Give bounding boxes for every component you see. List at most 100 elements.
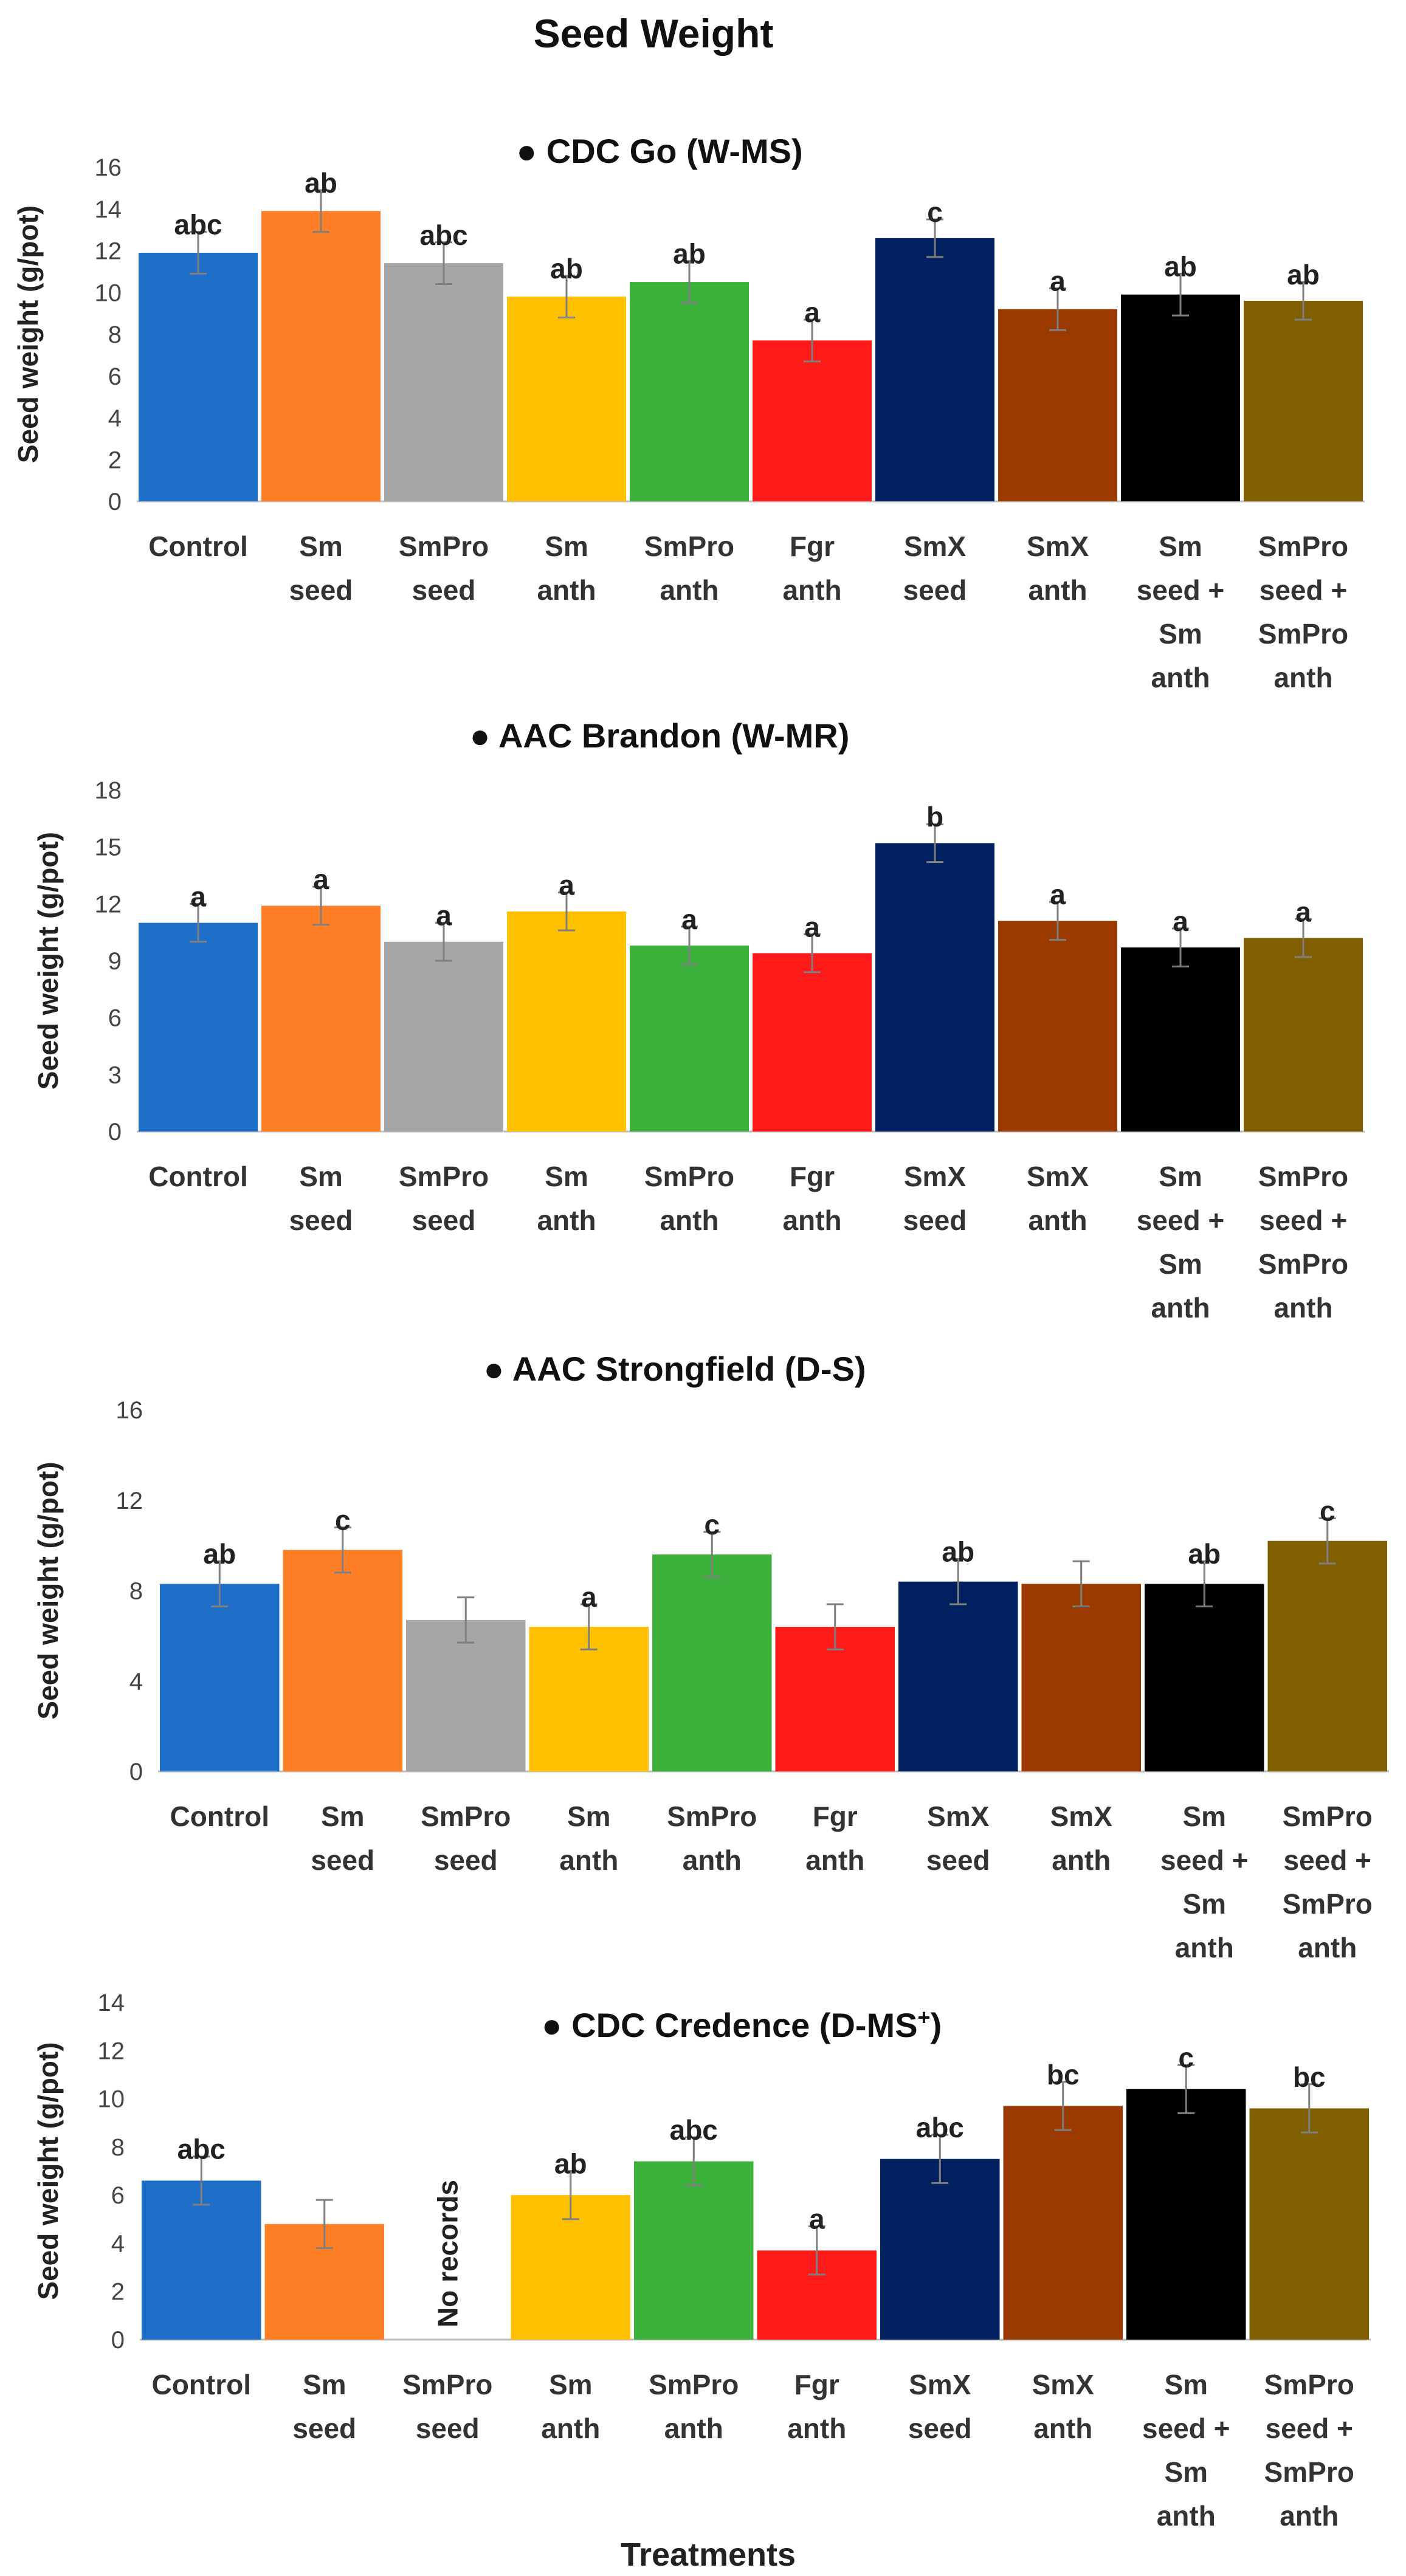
category-label: seed xyxy=(412,574,476,606)
category-label: seed + xyxy=(1260,1204,1348,1236)
category-label: Sm xyxy=(1182,1888,1226,1920)
category-label: SmPro xyxy=(1258,1161,1348,1192)
panel-title: ● CDC Credence (D-MS+) xyxy=(542,2005,942,2045)
panel-title-text: CDC Go (W-MS) xyxy=(546,132,803,170)
chart-panel-2: ● AAC Brandon (W-MR) Seed weight (g/pot) 0… xyxy=(32,716,1365,1324)
y-tick-label: 12 xyxy=(116,1488,143,1514)
bar-5 xyxy=(634,2161,754,2340)
bar-9 xyxy=(1121,294,1240,501)
category-label: seed + xyxy=(1137,1204,1225,1236)
panel-title-text: AAC Strongfield (D-S) xyxy=(512,1350,866,1388)
y-tick-label: 18 xyxy=(95,777,122,804)
significance-label: ab xyxy=(1188,1538,1221,1570)
category-label: seed xyxy=(289,574,353,606)
bar-7 xyxy=(875,843,994,1132)
significance-label: c xyxy=(927,196,943,228)
category-label: SmX xyxy=(904,531,967,562)
significance-label: c xyxy=(335,1504,351,1536)
category-label: SmPro xyxy=(1258,1248,1348,1280)
category-label: seed + xyxy=(1137,574,1225,606)
chart-panel-3: ● AAC Strongfield (D-S) Seed weight (g/po… xyxy=(32,1350,1389,1963)
y-tick-label: 14 xyxy=(98,1990,125,2016)
category-label: Sm xyxy=(545,531,588,562)
category-label: Sm xyxy=(303,2369,346,2400)
bar-9 xyxy=(1121,947,1240,1132)
bar-3 xyxy=(384,941,503,1132)
bar-7 xyxy=(875,238,994,501)
category-label: seed + xyxy=(1142,2413,1230,2444)
category-label: Sm xyxy=(1159,618,1202,650)
significance-label: bc xyxy=(1047,2059,1080,2090)
category-label: anth xyxy=(1151,662,1210,693)
bar-10 xyxy=(1267,1540,1387,1771)
category-label: seed + xyxy=(1266,2413,1354,2444)
category-label: Sm xyxy=(1159,1161,1202,1192)
category-label: SmPro xyxy=(1258,618,1348,650)
y-axis-label: Seed weight (g/pot) xyxy=(32,1461,64,1719)
category-label: anth xyxy=(782,574,841,606)
category-label: SmPro xyxy=(421,1801,511,1832)
bar-2 xyxy=(261,905,381,1132)
category-label: SmX xyxy=(1027,531,1089,562)
category-label: SmX xyxy=(909,2369,971,2400)
bar-4 xyxy=(507,297,626,501)
category-label: SmX xyxy=(927,1801,990,1832)
bar-5 xyxy=(630,946,749,1132)
bar-1 xyxy=(139,252,258,501)
y-tick-label: 6 xyxy=(108,363,122,390)
significance-label: a xyxy=(1050,879,1066,910)
category-label: SmPro xyxy=(1258,531,1348,562)
category-label: Fgr xyxy=(790,531,835,562)
category-label: Sm xyxy=(1164,2369,1208,2400)
panel-title-superscript: + xyxy=(918,2005,931,2030)
y-tick-label: 0 xyxy=(111,2327,125,2354)
category-label: Fgr xyxy=(813,1801,858,1832)
chart-panel-4: ● CDC Credence (D-MS+) Seed weight (g/pot… xyxy=(32,1990,1371,2532)
panel-title-text: AAC Brandon (W-MR) xyxy=(498,716,849,755)
category-label: anth xyxy=(805,1844,864,1876)
significance-label: a xyxy=(559,870,574,901)
category-label: anth xyxy=(782,1204,841,1236)
y-tick-label: 2 xyxy=(108,447,122,473)
category-label: Sm xyxy=(1159,1248,1202,1280)
category-label: Sm xyxy=(545,1161,588,1192)
bullet-icon: ● xyxy=(516,132,546,170)
category-label: anth xyxy=(683,1844,742,1876)
significance-label: a xyxy=(804,297,820,328)
bar-7 xyxy=(880,2159,1000,2340)
y-tick-label: 16 xyxy=(116,1397,143,1424)
bullet-icon: ● xyxy=(470,716,498,755)
bar-6 xyxy=(753,340,872,501)
significance-label: abc xyxy=(670,2114,718,2146)
y-tick-label: 9 xyxy=(108,948,122,975)
category-label: anth xyxy=(1052,1844,1111,1876)
significance-label: a xyxy=(681,904,697,935)
y-tick-label: 8 xyxy=(111,2134,125,2161)
bar-9 xyxy=(1145,1584,1264,1771)
significance-label: ab xyxy=(1287,259,1320,290)
significance-label: a xyxy=(804,911,820,943)
category-label: Sm xyxy=(1159,531,1202,562)
bar-4 xyxy=(529,1627,649,1771)
category-label: seed xyxy=(292,2413,356,2444)
category-label: Control xyxy=(170,1801,269,1832)
category-label: SmPro xyxy=(1264,2369,1354,2400)
y-tick-label: 0 xyxy=(108,489,122,515)
y-axis-label: Seed weight (g/pot) xyxy=(12,205,44,463)
significance-label: a xyxy=(1050,265,1066,297)
category-label: seed xyxy=(903,574,967,606)
category-label: seed xyxy=(289,1204,353,1236)
significance-label: a xyxy=(1173,905,1188,937)
y-tick-label: 4 xyxy=(129,1668,143,1695)
category-label: anth xyxy=(537,1204,596,1236)
category-label: Sm xyxy=(1182,1801,1226,1832)
bar-1 xyxy=(139,922,258,1132)
bar-6 xyxy=(753,953,872,1132)
category-label: anth xyxy=(1280,2500,1339,2532)
category-label: SmPro xyxy=(402,2369,492,2400)
bullet-icon: ● xyxy=(483,1350,512,1388)
significance-label: ab xyxy=(550,253,583,284)
significance-label: abc xyxy=(174,209,222,241)
category-label: seed xyxy=(412,1204,476,1236)
category-label: anth xyxy=(1151,1292,1210,1324)
